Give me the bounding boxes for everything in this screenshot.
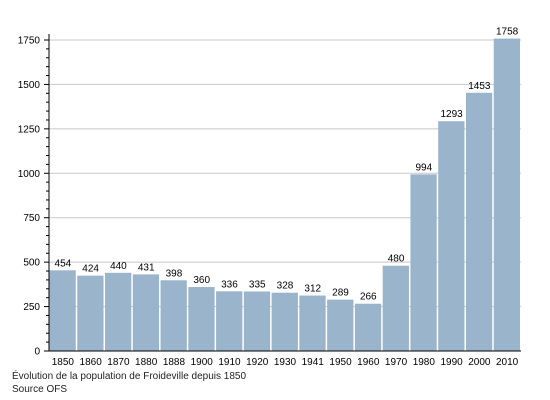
y-tick-label: 1500: [18, 80, 41, 91]
x-tick-label: 1920: [246, 357, 269, 368]
bar-value-label: 328: [277, 281, 294, 292]
bar-value-label: 336: [221, 279, 238, 290]
y-tick-label: 1750: [18, 36, 41, 47]
x-tick-label: 1941: [302, 357, 325, 368]
bar: [105, 272, 132, 351]
bar: [493, 38, 520, 352]
bar: [271, 292, 298, 351]
bar: [132, 274, 160, 351]
x-tick-label: 1910: [218, 357, 241, 368]
bar: [216, 291, 243, 351]
x-tick-label: 1880: [135, 357, 158, 368]
x-tick-label: 1990: [440, 357, 463, 368]
y-tick-label: 1000: [18, 169, 41, 180]
x-tick-label: 1980: [413, 357, 436, 368]
bar-value-label: 431: [138, 262, 155, 273]
bar-value-label: 335: [249, 279, 266, 290]
bar: [188, 287, 215, 351]
x-tick-label: 1970: [385, 357, 408, 368]
y-tick-label: 250: [23, 302, 40, 313]
bar-value-label: 312: [304, 284, 321, 295]
bar: [299, 295, 326, 351]
bar: [160, 280, 187, 351]
bar: [382, 265, 409, 351]
chart-caption: Évolution de la population de Froidevill…: [12, 371, 247, 382]
y-tick-label: 750: [23, 213, 40, 224]
y-tick-label: 0: [34, 347, 40, 358]
x-tick-label: 1860: [80, 357, 103, 368]
bar: [243, 291, 271, 351]
bar-value-label: 1758: [496, 27, 519, 38]
x-tick-label: 1850: [52, 357, 75, 368]
bar: [465, 92, 493, 352]
chart-source: Source OFS: [12, 384, 68, 395]
bar-value-label: 266: [360, 292, 377, 303]
bar-value-label: 1293: [440, 109, 463, 120]
x-tick-label: 2010: [496, 357, 519, 368]
bar-value-label: 424: [82, 264, 99, 275]
bar-value-label: 360: [193, 275, 210, 286]
x-tick-label: 1888: [163, 357, 186, 368]
x-tick-label: 1870: [107, 357, 130, 368]
bar: [327, 299, 354, 351]
bar-value-label: 994: [415, 162, 432, 173]
x-tick-label: 1930: [274, 357, 297, 368]
bar: [49, 270, 76, 351]
bar-value-label: 480: [388, 254, 405, 265]
y-tick-label: 500: [23, 258, 40, 269]
x-tick-label: 2000: [468, 357, 491, 368]
bar: [438, 121, 465, 352]
y-tick-label: 1250: [18, 124, 41, 135]
bar-value-label: 289: [332, 288, 349, 299]
bar-value-label: 398: [166, 268, 183, 279]
x-tick-label: 1950: [329, 357, 352, 368]
bar: [77, 275, 104, 351]
x-tick-label: 1900: [191, 357, 214, 368]
bar: [354, 303, 382, 351]
bar-value-label: 440: [110, 261, 127, 272]
x-tick-label: 1960: [357, 357, 380, 368]
bar: [410, 174, 437, 351]
bar-value-label: 454: [55, 258, 72, 269]
bar-value-label: 1453: [468, 81, 491, 92]
